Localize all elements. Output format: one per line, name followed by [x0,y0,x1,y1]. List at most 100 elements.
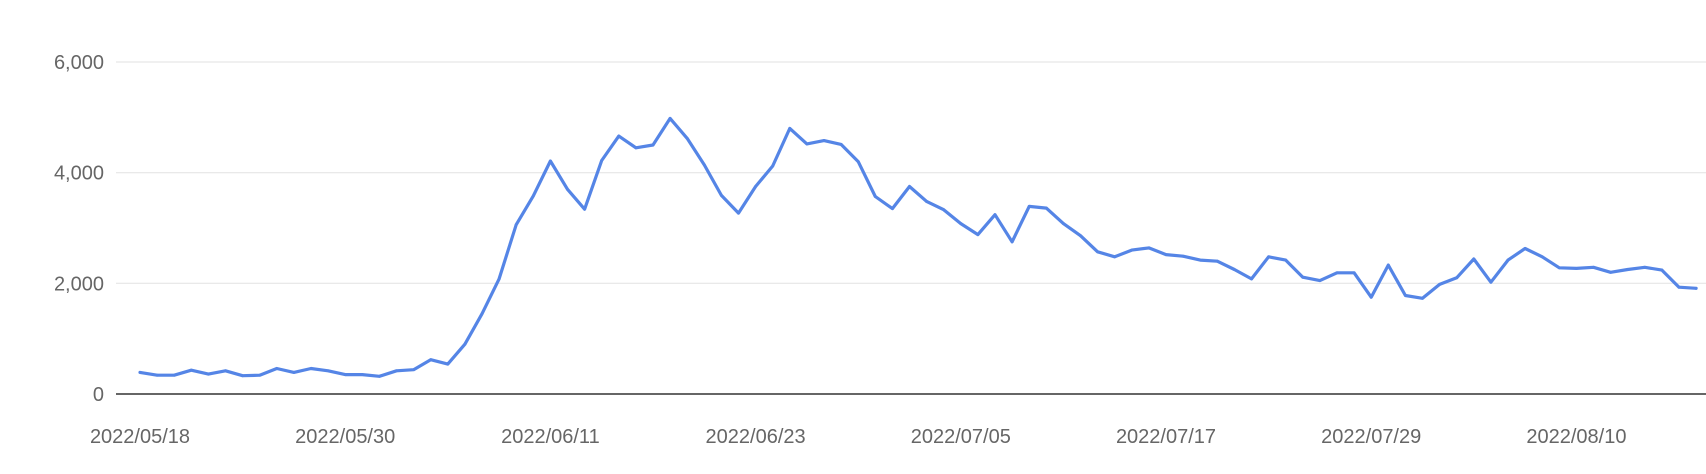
data-point [925,200,928,203]
data-point [309,367,313,370]
data-point [1079,234,1082,238]
data-point [1421,296,1424,300]
data-point [1010,240,1014,244]
data-point [1062,222,1065,225]
data-point [788,126,792,130]
data-point [1438,283,1441,286]
data-point [737,211,740,215]
data-point [993,213,997,217]
data-point [1369,295,1373,299]
data-point [446,362,450,366]
data-point [1044,206,1048,210]
data-point [617,134,621,138]
data-point [1643,265,1647,269]
data-point [172,373,176,377]
data-point [480,312,484,316]
data-point [1113,255,1117,259]
data-point [531,194,535,198]
y-tick-label: 4,000 [54,163,104,185]
data-point [1557,266,1561,270]
data-point [583,207,586,211]
data-point [822,139,826,142]
data-point [1609,270,1612,274]
data-point [292,371,296,374]
x-tick-label: 2022/05/18 [90,426,190,448]
data-point [942,208,946,212]
data-point [514,223,518,227]
data-point [908,185,911,188]
data-point [1233,268,1236,271]
data-point [1130,248,1134,252]
data-point [549,159,552,163]
data-point [1284,258,1288,262]
data-point [1096,250,1099,254]
data-point [600,159,604,162]
data-point [360,373,364,377]
data-point [1592,265,1595,269]
data-point [634,146,638,150]
data-point [1455,276,1459,280]
data-point [189,368,193,372]
data-point [668,117,672,120]
data-point [1540,255,1544,259]
data-point [720,193,723,197]
x-tick-label: 2022/05/30 [295,426,395,448]
data-point [1626,268,1630,271]
data-point [651,143,655,147]
data-point [207,372,210,376]
data-point [429,358,433,362]
data-point [1506,258,1510,262]
gridlines [116,61,1706,284]
data-point [891,207,894,211]
data-point [326,369,330,373]
data-point [395,369,398,373]
x-tick-label: 2022/06/11 [501,426,600,448]
x-tick-label: 2022/07/29 [1321,426,1421,448]
x-tick-label: 2022/07/17 [1116,426,1216,448]
data-point [1181,254,1185,258]
data-point [1198,258,1202,262]
data-point [805,142,809,146]
y-tick-label: 0 [93,384,104,406]
data-point [241,374,245,378]
data-point [138,371,142,374]
x-axis-ticks: 2022/05/18 2022/05/30 2022/06/11 2022/06/23… [90,426,1627,448]
data-point [702,163,706,167]
data-point [258,373,262,377]
y-tick-label: 2,000 [54,273,104,295]
data-point [1386,263,1390,267]
data-point [224,369,227,373]
series-group [138,116,1698,378]
x-tick-label: 2022/06/23 [706,426,806,448]
data-point [1694,286,1698,290]
data-point [155,373,159,377]
data-point [1523,247,1527,250]
data-point [1318,279,1322,282]
data-point [343,373,347,377]
data-point [1147,246,1151,250]
x-tick-label: 2022/07/05 [911,426,1011,448]
data-point [1335,271,1339,275]
series-line [138,116,1698,378]
data-point [754,185,757,188]
data-point [1404,294,1407,297]
data-point [1250,277,1253,281]
data-point [856,160,860,164]
data-point [873,195,877,198]
data-point [1164,253,1168,256]
data-point [412,368,415,372]
data-point [463,342,467,346]
data-point [839,143,843,146]
data-point [275,367,279,370]
data-point [685,136,689,140]
data-point [378,374,381,378]
data-point [959,222,963,225]
y-tick-label: 6,000 [54,52,104,74]
data-point [1215,259,1219,263]
y-axis-ticks: 0 2,000 4,000 6,000 [54,52,104,406]
data-point [1027,205,1031,208]
data-point [1352,271,1356,275]
data-point [1660,268,1664,272]
data-point [1301,275,1305,279]
